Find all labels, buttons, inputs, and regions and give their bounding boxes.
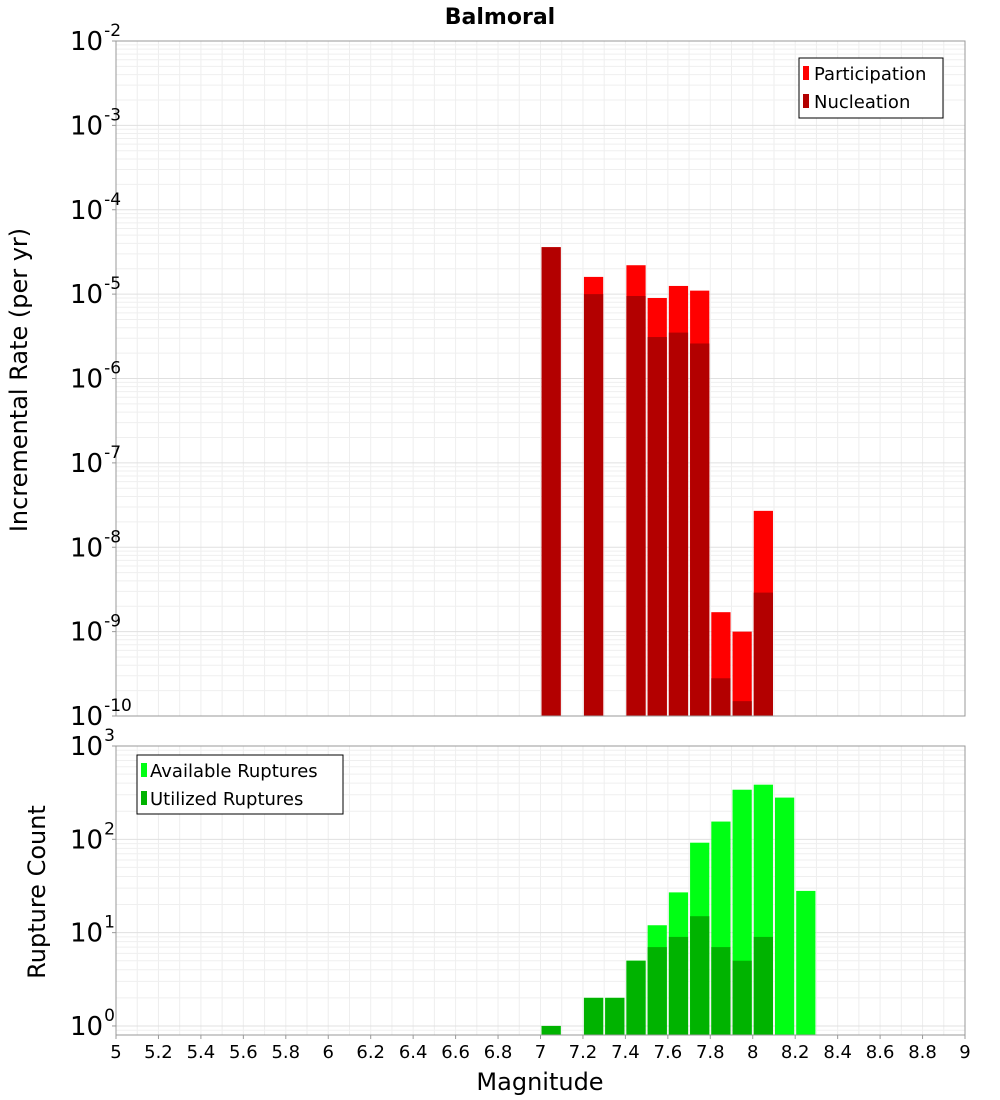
- top-y-tick-label: 10-4: [70, 190, 121, 226]
- top-y-tick-label: 10-6: [70, 359, 121, 395]
- top-bar-nucleation: [626, 296, 646, 716]
- x-tick-label: 8.8: [908, 1042, 937, 1063]
- top-plot-grid: [115, 40, 966, 717]
- bottom-plot-bars: [541, 784, 816, 1035]
- x-tick-label: 7.2: [569, 1042, 598, 1063]
- bottom-y-tick-label: 101: [70, 913, 115, 949]
- top-y-tick-label: 10-2: [70, 21, 121, 57]
- bottom-bar-utilized-ruptures: [753, 936, 773, 1035]
- top-bar-nucleation: [541, 247, 561, 716]
- legend-label-available: Available Ruptures: [150, 761, 318, 782]
- x-tick-label: 5.6: [229, 1042, 258, 1063]
- top-bar-nucleation: [732, 701, 752, 716]
- x-tick-label: 7.8: [696, 1042, 725, 1063]
- x-tick-label: 7.4: [611, 1042, 640, 1063]
- top-y-tick-label: 10-7: [70, 443, 121, 479]
- legend-label-nucleation: Nucleation: [814, 92, 910, 113]
- bottom-plot: 103 102 101 100 5 5.2 5.4 5.6 5.8 6 6.2 6.4 6.6 6.8 7…: [23, 726, 971, 1096]
- bottom-bar-utilized-ruptures: [605, 997, 625, 1035]
- top-y-tick-label: 10-8: [70, 527, 121, 563]
- bottom-y-tick-label: 102: [70, 819, 115, 855]
- top-y-tick-label: 10-5: [70, 274, 121, 310]
- legend-swatch-utilized: [141, 791, 147, 805]
- x-tick-label: 6.2: [356, 1042, 385, 1063]
- chart-title: Balmoral: [445, 5, 555, 30]
- top-plot-bars: [541, 247, 773, 716]
- top-bar-nucleation: [711, 678, 731, 716]
- x-tick-label: 5: [110, 1042, 121, 1063]
- top-legend-box: [798, 57, 944, 119]
- top-bar-nucleation: [583, 294, 604, 716]
- legend-swatch-nucleation: [803, 94, 809, 108]
- legend-swatch-participation: [803, 66, 809, 80]
- top-y-tick-label: 10-9: [70, 612, 121, 648]
- legend-label-participation: Participation: [814, 64, 926, 85]
- top-bar-participation: [732, 631, 752, 716]
- x-tick-label: 5.2: [144, 1042, 173, 1063]
- top-y-axis-label: Incremental Rate (per yr): [5, 228, 33, 532]
- bottom-bar-utilized-ruptures: [583, 997, 604, 1035]
- top-bar-nucleation: [668, 332, 689, 716]
- bottom-bar-available-ruptures: [774, 797, 795, 1035]
- top-y-ticks: 10-2 10-3 10-4 10-5 10-6 10-7 10-8 10-9 10-10: [70, 21, 132, 732]
- x-tick-label: 7.6: [654, 1042, 683, 1063]
- bottom-y-axis-label: Rupture Count: [23, 805, 51, 979]
- top-legend: Participation Nucleation: [798, 57, 944, 119]
- x-tick-label: 6: [323, 1042, 334, 1063]
- x-tick-label: 5.8: [271, 1042, 300, 1063]
- bottom-bar-utilized-ruptures: [690, 916, 710, 1035]
- legend-swatch-available: [141, 763, 147, 777]
- bottom-y-tick-label: 103: [70, 726, 115, 762]
- bottom-bar-utilized-ruptures: [647, 947, 667, 1035]
- x-tick-label: 8.6: [866, 1042, 895, 1063]
- top-y-tick-label: 10-3: [70, 105, 121, 141]
- bottom-bar-utilized-ruptures: [541, 1025, 561, 1035]
- bottom-bar-utilized-ruptures: [711, 947, 731, 1035]
- bottom-bar-utilized-ruptures: [626, 960, 646, 1035]
- bottom-y-tick-label: 100: [70, 1006, 115, 1042]
- x-tick-label: 8: [747, 1042, 758, 1063]
- bottom-x-ticks: 5 5.2 5.4 5.6 5.8 6 6.2 6.4 6.6 6.8 7 7.2 7.4 7.6 7.8 8…: [110, 1035, 971, 1063]
- bottom-bar-available-ruptures: [796, 890, 816, 1035]
- bottom-legend: Available Ruptures Utilized Ruptures: [136, 754, 344, 815]
- x-tick-label: 6.8: [484, 1042, 513, 1063]
- x-tick-label: 9: [959, 1042, 970, 1063]
- bottom-y-ticks: 103 102 101 100: [70, 726, 116, 1042]
- bottom-legend-box: [136, 754, 344, 815]
- bottom-bar-utilized-ruptures: [732, 960, 752, 1035]
- top-bar-nucleation: [690, 343, 710, 716]
- x-tick-label: 5.4: [187, 1042, 216, 1063]
- top-plot: 10-2 10-3 10-4 10-5 10-6 10-7 10-8 10-9 10-10 In…: [5, 21, 966, 732]
- x-tick-label: 7: [535, 1042, 546, 1063]
- legend-label-utilized: Utilized Ruptures: [150, 789, 303, 810]
- top-y-tick-label: 10-10: [70, 696, 132, 732]
- top-bar-nucleation: [647, 337, 667, 716]
- top-bar-nucleation: [753, 592, 773, 716]
- x-tick-label: 6.6: [441, 1042, 470, 1063]
- x-tick-label: 8.2: [781, 1042, 810, 1063]
- x-tick-label: 6.4: [399, 1042, 428, 1063]
- x-tick-label: 8.4: [823, 1042, 852, 1063]
- x-axis-label: Magnitude: [476, 1068, 603, 1096]
- bottom-bar-utilized-ruptures: [668, 936, 689, 1035]
